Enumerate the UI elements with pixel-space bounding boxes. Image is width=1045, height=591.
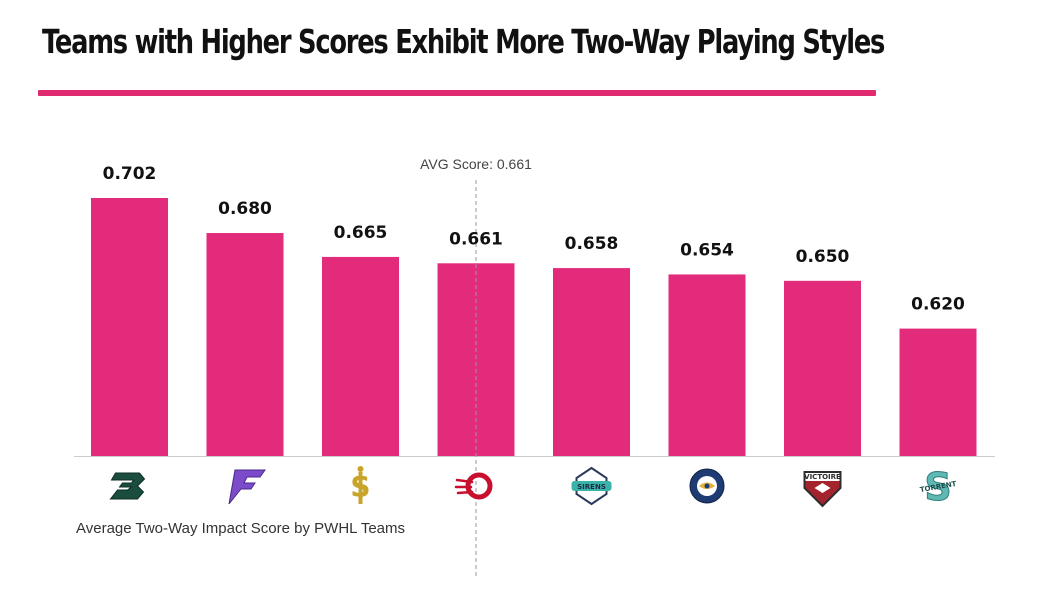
boston-logo-icon: [109, 472, 146, 500]
team-logo: SIRENS: [571, 466, 612, 506]
toronto-logo-word: VICTOIRE: [804, 473, 841, 481]
average-label: AVG Score: 0.661: [420, 156, 532, 172]
bars-layer: [91, 198, 977, 456]
axis-caption: Average Two-Way Impact Score by PWHL Tea…: [76, 520, 406, 537]
bar: [322, 256, 399, 456]
team-logo: VICTOIRE: [803, 471, 842, 508]
value-label: 0.661: [449, 229, 503, 249]
chart-title: Teams with Higher Scores Exhibit More Tw…: [42, 22, 885, 61]
toronto-logo-bird: [814, 483, 831, 493]
montreal-logo-letter: S: [350, 470, 370, 503]
vancouver-logo-pupil: [704, 483, 710, 489]
toronto-logo-band: [805, 473, 840, 481]
bar: [553, 268, 630, 456]
value-labels-layer: 0.702 0.680 0.665 0.661 0.658 0.654 0.650 0.620: [103, 164, 965, 315]
bar: [899, 328, 977, 456]
value-label: 0.620: [911, 295, 965, 315]
team-logo: S: [350, 466, 371, 504]
team-logo: [228, 469, 266, 505]
title-underline: [38, 90, 876, 96]
montreal-logo-bar: [358, 472, 363, 504]
new-york-logo-word: SIRENS: [577, 483, 606, 491]
value-label: 0.650: [796, 247, 850, 267]
value-label: 0.658: [565, 234, 619, 254]
seattle-logo-icon: S: [924, 465, 951, 509]
ottawa-logo-lines: [454, 478, 474, 495]
bar: [206, 233, 284, 456]
montreal-logo-icon: [357, 466, 364, 472]
minnesota-logo-icon: [228, 469, 266, 505]
value-label: 0.680: [218, 199, 272, 219]
value-label: 0.654: [680, 240, 734, 260]
value-label: 0.665: [334, 223, 388, 243]
bar: [668, 274, 746, 456]
bar: [91, 198, 168, 456]
team-logo: [109, 472, 146, 500]
team-logo: [454, 472, 493, 500]
new-york-logo-banner: [571, 481, 612, 491]
value-label: 0.702: [103, 164, 157, 184]
bar: [784, 280, 861, 456]
team-logo: [689, 468, 725, 504]
